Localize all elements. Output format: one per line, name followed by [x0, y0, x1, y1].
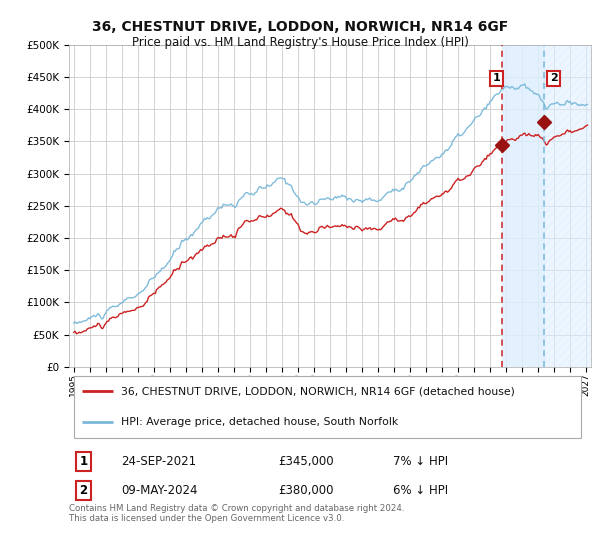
Text: 1: 1	[80, 455, 88, 468]
Text: 36, CHESTNUT DRIVE, LODDON, NORWICH, NR14 6GF: 36, CHESTNUT DRIVE, LODDON, NORWICH, NR1…	[92, 20, 508, 34]
Text: Price paid vs. HM Land Registry's House Price Index (HPI): Price paid vs. HM Land Registry's House …	[131, 36, 469, 49]
Text: 09-MAY-2024: 09-MAY-2024	[121, 484, 198, 497]
Text: 24-SEP-2021: 24-SEP-2021	[121, 455, 196, 468]
Text: 1: 1	[493, 73, 500, 83]
Bar	[502, 45, 544, 367]
Text: 2: 2	[80, 484, 88, 497]
Text: Contains HM Land Registry data © Crown copyright and database right 2024.
This d: Contains HM Land Registry data © Crown c…	[69, 504, 404, 523]
Text: HPI: Average price, detached house, South Norfolk: HPI: Average price, detached house, Sout…	[121, 417, 398, 427]
Text: 7% ↓ HPI: 7% ↓ HPI	[392, 455, 448, 468]
FancyBboxPatch shape	[74, 376, 581, 437]
Text: £345,000: £345,000	[278, 455, 334, 468]
Text: £380,000: £380,000	[278, 484, 334, 497]
Text: 36, CHESTNUT DRIVE, LODDON, NORWICH, NR14 6GF (detached house): 36, CHESTNUT DRIVE, LODDON, NORWICH, NR1…	[121, 386, 515, 396]
Text: 2: 2	[550, 73, 557, 83]
Bar	[544, 45, 594, 367]
Text: 6% ↓ HPI: 6% ↓ HPI	[392, 484, 448, 497]
